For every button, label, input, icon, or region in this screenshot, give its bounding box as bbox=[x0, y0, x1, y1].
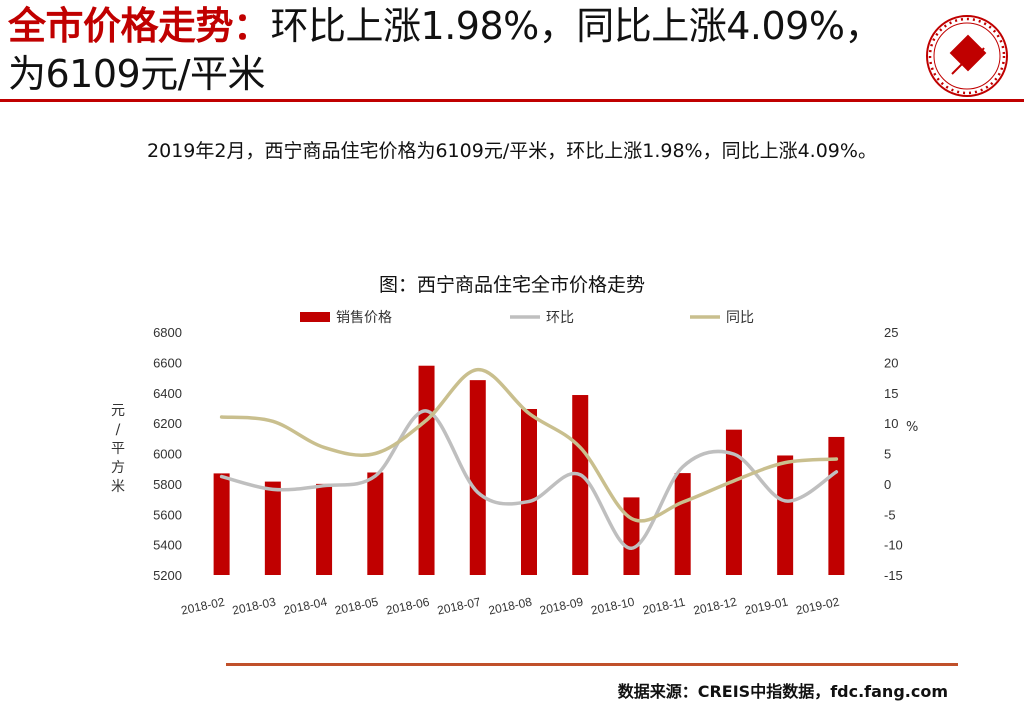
legend-swatch-bar bbox=[300, 312, 330, 322]
x-tick-label: 2018-11 bbox=[641, 595, 686, 618]
y-tick-right-label: -10 bbox=[884, 538, 903, 553]
y-tick-left-label: 5600 bbox=[153, 507, 182, 522]
y-tick-left-label: 6200 bbox=[153, 416, 182, 431]
y-tick-left-label: 6600 bbox=[153, 355, 182, 370]
line-series bbox=[219, 367, 839, 551]
y-tick-right-label: 20 bbox=[884, 355, 898, 370]
bar-series bbox=[213, 365, 845, 575]
y-tick-right-label: 5 bbox=[884, 447, 891, 462]
legend-label: 同比 bbox=[726, 310, 754, 326]
x-tick-label: 2019-01 bbox=[743, 595, 789, 618]
bar-sales-price bbox=[623, 497, 640, 575]
y-tick-right-label: -15 bbox=[884, 568, 903, 583]
x-tick-label: 2018-03 bbox=[231, 595, 277, 618]
y-axis-left: 6800 6600 6400 6200 6000 5800 5600 5400 5200 bbox=[153, 325, 182, 583]
y-tick-left-label: 6400 bbox=[153, 386, 182, 401]
y-tick-left-label: 5200 bbox=[153, 568, 182, 583]
y-axis-title-left-char: 方 bbox=[111, 460, 125, 476]
x-tick-label: 2018-05 bbox=[333, 595, 379, 618]
page-title-highlight: 全市价格走势： bbox=[8, 4, 271, 48]
x-tick-label: 2018-06 bbox=[385, 595, 431, 618]
y-axis-title-left-char: 平 bbox=[111, 441, 125, 457]
footer-divider bbox=[226, 663, 958, 666]
y-axis-title-left-char: 元 bbox=[111, 403, 125, 419]
y-tick-right-label: 0 bbox=[884, 477, 891, 492]
bar-sales-price bbox=[572, 395, 589, 575]
x-tick-label: 2018-02 bbox=[180, 595, 226, 618]
bar-sales-price bbox=[264, 481, 281, 575]
x-tick-label: 2018-09 bbox=[538, 595, 584, 618]
bar-sales-price bbox=[725, 429, 742, 575]
page-title-rest: 环比上涨1.98%，同比上涨4.09%，为6109元/平米 bbox=[8, 4, 882, 96]
data-source: 数据来源：CREIS中指数据，fdc.fang.com bbox=[617, 682, 948, 701]
bar-sales-price bbox=[674, 473, 691, 575]
y-tick-left-label: 5400 bbox=[153, 538, 182, 553]
y-tick-left-label: 6000 bbox=[153, 447, 182, 462]
bar-sales-price bbox=[316, 483, 333, 575]
bar-sales-price bbox=[418, 365, 435, 575]
bar-sales-price bbox=[777, 455, 794, 575]
x-tick-label: 2018-08 bbox=[487, 595, 533, 618]
line-yoy bbox=[219, 367, 839, 523]
line-mom bbox=[219, 409, 839, 551]
y-tick-left-label: 6800 bbox=[153, 325, 182, 340]
y-axis-title-left-char: / bbox=[116, 422, 121, 438]
bar-sales-price bbox=[469, 380, 486, 575]
bar-sales-price bbox=[521, 409, 537, 575]
chart-legend: 销售价格 环比 同比 bbox=[300, 310, 754, 326]
x-tick-label: 2018-10 bbox=[590, 595, 636, 618]
y-tick-right-label: 25 bbox=[884, 325, 898, 340]
legend-label: 销售价格 bbox=[336, 310, 392, 326]
x-tick-label: 2018-12 bbox=[692, 595, 738, 618]
chart-title: 图：西宁商品住宅全市价格走势 bbox=[378, 274, 645, 296]
x-tick-label: 2019-02 bbox=[795, 595, 841, 618]
y-tick-left-label: 5800 bbox=[153, 477, 182, 492]
axis-titles: 元 / 平方米% bbox=[111, 403, 918, 495]
y-tick-right-label: -5 bbox=[884, 507, 896, 522]
page-title: 全市价格走势：环比上涨1.98%，同比上涨4.09%，为6109元/平米 bbox=[8, 2, 908, 98]
y-tick-right-label: 10 bbox=[884, 416, 898, 431]
china-index-academy-seal-icon bbox=[926, 15, 1008, 97]
legend-label: 环比 bbox=[546, 310, 574, 326]
y-axis-title-right: % bbox=[906, 420, 918, 435]
bar-sales-price bbox=[367, 472, 384, 575]
x-tick-label: 2018-04 bbox=[282, 595, 328, 618]
price-trend-chart: 销售价格 环比 同比 6800 6600 6400 6200 6000 5800 5600 540… bbox=[111, 310, 918, 618]
y-axis-right: 25 20 15 10 5 0 -5 -10 -15 bbox=[884, 325, 903, 583]
title-divider bbox=[0, 99, 1024, 102]
y-tick-right-label: 15 bbox=[884, 386, 898, 401]
y-axis-title-left-char: 米 bbox=[111, 479, 125, 495]
x-axis: 2018-02 2018-03 2018-04 2018-05 2018-06 2018-… bbox=[180, 595, 841, 618]
bar-sales-price bbox=[828, 436, 845, 575]
summary-text: 2019年2月，西宁商品住宅价格为6109元/平米，环比上涨1.98%，同比上涨… bbox=[147, 140, 877, 162]
x-tick-label: 2018-07 bbox=[436, 595, 482, 618]
bar-sales-price bbox=[213, 473, 230, 575]
